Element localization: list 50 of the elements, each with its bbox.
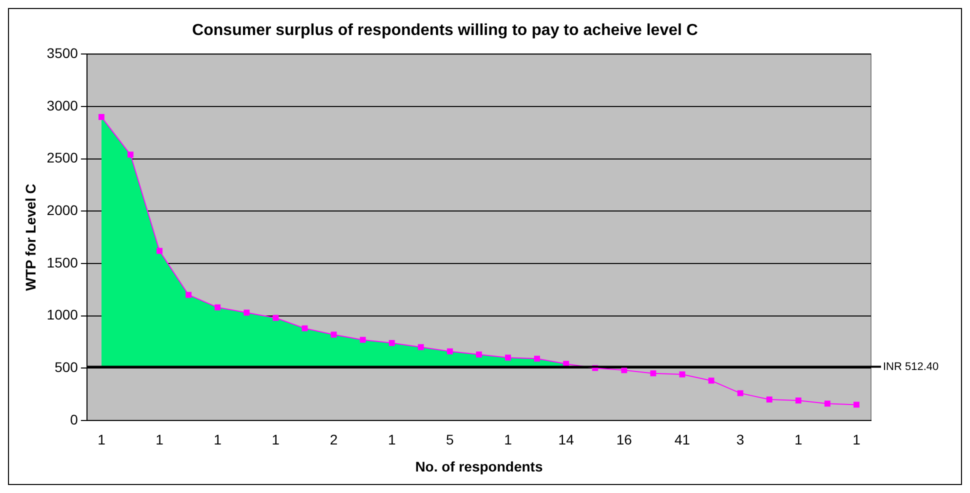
point: [737, 390, 744, 396]
x-tick-label: 1: [794, 432, 803, 448]
y-tick-label: 1500: [46, 254, 78, 270]
y-tick-label: 2500: [46, 150, 78, 166]
x-tick-label: 1: [98, 432, 106, 448]
point: [854, 402, 860, 408]
point: [650, 370, 656, 376]
point: [534, 356, 540, 362]
y-tick-label: 2000: [46, 202, 78, 218]
x-tick-label: 1: [388, 432, 396, 448]
y-tick-label: 0: [70, 411, 78, 428]
x-tick-label: 1: [156, 432, 164, 448]
x-tick-label: 1: [504, 432, 512, 448]
x-tick-label: 14: [558, 432, 574, 448]
y-tick-label: 3000: [46, 97, 78, 114]
point: [156, 248, 163, 254]
point: [98, 114, 104, 120]
point: [766, 396, 772, 402]
point: [272, 314, 279, 321]
point: [214, 304, 221, 310]
point: [679, 371, 686, 378]
point: [446, 348, 453, 354]
x-tick-label: 5: [446, 432, 454, 448]
point: [186, 292, 192, 298]
y-tick-label: 3500: [46, 45, 78, 62]
x-tick-label: 3: [736, 432, 744, 448]
point: [708, 378, 714, 384]
point: [128, 152, 134, 158]
x-tick-label: 41: [674, 432, 690, 448]
ref-line-label: INR 512.40: [883, 360, 939, 373]
point: [244, 310, 250, 316]
x-tick-label: 1: [272, 432, 280, 448]
point: [476, 352, 482, 358]
y-tick-label: 1000: [46, 306, 78, 323]
y-tick-label: 500: [54, 358, 78, 375]
y-axis-title: WTP for Level C: [22, 184, 38, 291]
point: [505, 354, 511, 361]
chart-title: Consumer surplus of respondents willing to pay to acheive level C: [192, 22, 698, 40]
point: [824, 400, 830, 407]
point: [302, 325, 308, 332]
point: [360, 336, 366, 343]
x-tick-label: 16: [616, 432, 632, 448]
x-tick-label: 1: [852, 432, 861, 448]
point: [795, 398, 802, 404]
point: [330, 332, 337, 338]
point: [418, 344, 424, 350]
x-tick-label: 2: [330, 432, 338, 448]
x-tick-label: 1: [214, 432, 222, 448]
point: [388, 340, 395, 346]
x-axis-title: No. of respondents: [415, 458, 543, 474]
